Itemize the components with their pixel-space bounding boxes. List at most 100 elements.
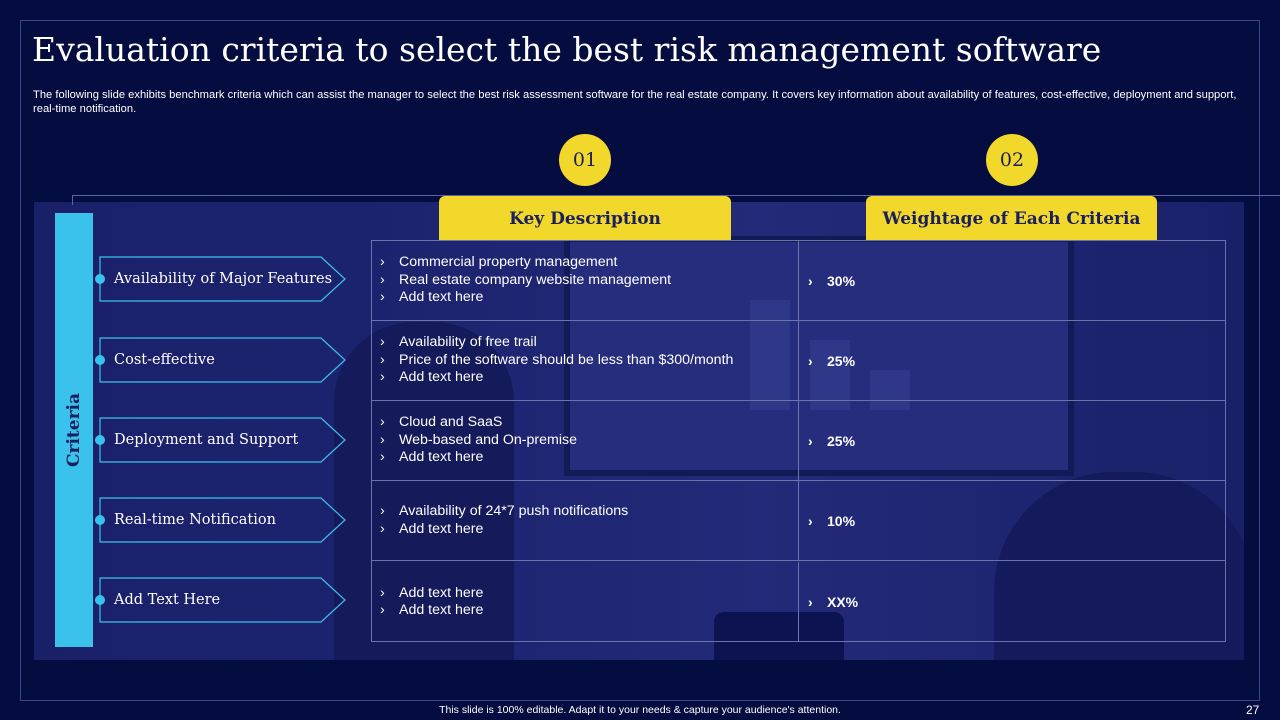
chevron-right-icon: › <box>380 584 385 601</box>
description-item: › Add text here <box>380 289 798 307</box>
weightage-cell: › 25% <box>808 401 855 480</box>
criterion-item: Deployment and Support <box>95 417 347 463</box>
weightage-value: 25% <box>827 432 856 449</box>
description-item: › Add text here <box>380 521 798 539</box>
description-cell: › Cloud and SaaS › Web-based and On-premise… <box>372 401 799 480</box>
column-header-weightage: Weightage of Each Criteria <box>866 196 1157 241</box>
description-text: Commercial property management <box>399 254 618 271</box>
bullet-dot-icon <box>95 595 105 605</box>
description-text: Real estate company website management <box>399 271 672 288</box>
description-text: Price of the software should be less tha… <box>399 351 734 368</box>
description-text: Add text here <box>399 584 484 601</box>
description-text: Add text here <box>399 449 484 466</box>
bullet-dot-icon <box>95 435 105 445</box>
chevron-right-icon: › <box>808 594 813 610</box>
header-divider-tick <box>72 195 73 205</box>
description-item: › Add text here <box>380 602 798 620</box>
background-photo <box>34 202 1244 660</box>
slide-frame <box>20 20 1260 701</box>
table-row: › Commercial property management › Real est… <box>372 241 1225 321</box>
description-cell: › Commercial property management › Real est… <box>372 241 799 320</box>
description-item: › Cloud and SaaS <box>380 414 798 432</box>
criterion-item: Real-time Notification <box>95 497 347 543</box>
audience-silhouette <box>994 472 1244 660</box>
criterion-item: Add Text Here <box>95 577 347 623</box>
chevron-right-icon: › <box>808 512 813 529</box>
presenter-silhouette <box>334 322 514 660</box>
description-item: › Web-based and On-premise <box>380 432 798 450</box>
bullet-dot-icon <box>95 355 105 365</box>
description-item: › Commercial property management <box>380 254 798 272</box>
weightage-cell: › 25% <box>808 321 855 400</box>
description-item: › Add text here <box>380 585 798 603</box>
chevron-right-icon: › <box>380 369 385 386</box>
table-row: › Cloud and SaaS › Web-based and On-premise… <box>372 401 1225 481</box>
weightage-value: 30% <box>827 272 856 289</box>
criterion-label: Add Text Here <box>114 592 221 608</box>
column-number-badge: 01 <box>559 134 611 186</box>
arrow-box-shape <box>99 417 346 463</box>
description-text: Add text here <box>399 289 484 306</box>
chevron-right-icon: › <box>808 272 813 289</box>
description-cell: › Availability of free trail › Price of the… <box>372 321 799 400</box>
description-text: Web-based and On-premise <box>399 431 577 448</box>
chevron-right-icon: › <box>380 289 385 306</box>
description-item: › Price of the software should be less th… <box>380 352 798 370</box>
chevron-right-icon: › <box>380 449 385 466</box>
criteria-vertical-bar: Criteria <box>55 213 93 647</box>
page-number: 27 <box>1246 703 1260 717</box>
bullet-dot-icon <box>95 274 105 284</box>
chevron-right-icon: › <box>380 431 385 448</box>
chair-silhouette <box>714 612 844 660</box>
weightage-cell: › 10% <box>808 481 855 560</box>
footer-note: This slide is 100% editable. Adapt it to… <box>439 704 841 716</box>
weightage-value: 10% <box>827 512 856 529</box>
description-item: › Add text here <box>380 449 798 467</box>
arrow-box-shape <box>99 577 346 623</box>
description-cell: › Availability of 24*7 push notifications… <box>372 481 799 560</box>
slide-subtitle: The following slide exhibits benchmark c… <box>33 89 1237 115</box>
chevron-right-icon: › <box>380 414 385 431</box>
chevron-right-icon: › <box>380 334 385 351</box>
arrow-box-shape <box>99 337 346 383</box>
criterion-label: Deployment and Support <box>114 432 299 448</box>
description-text: Availability of free trail <box>399 334 537 351</box>
criterion-label: Availability of Major Features <box>114 271 333 287</box>
chevron-right-icon: › <box>380 351 385 368</box>
column-header-key-description: Key Description <box>439 196 731 241</box>
criterion-label: Real-time Notification <box>114 512 276 528</box>
slide-title: Evaluation criteria to select the best r… <box>32 30 1102 69</box>
criteria-label: Criteria <box>64 392 85 468</box>
chevron-right-icon: › <box>380 254 385 271</box>
criterion-label: Cost-effective <box>114 352 215 368</box>
description-text: Add text here <box>399 602 484 618</box>
table-row: › Availability of 24*7 push notifications… <box>372 481 1225 561</box>
presentation-screen-shape <box>564 236 1074 476</box>
weightage-cell: › 30% <box>808 241 855 320</box>
description-text: Availability of 24*7 push notifications <box>399 503 629 519</box>
description-item: › Real estate company website management <box>380 272 798 290</box>
chevron-right-icon: › <box>380 602 385 618</box>
description-cell: › Add text here › Add text here <box>372 562 799 642</box>
chevron-right-icon: › <box>808 432 813 449</box>
arrow-box-shape <box>99 256 346 302</box>
description-item: › Availability of 24*7 push notifications <box>380 503 798 521</box>
description-text: Add text here <box>399 369 484 386</box>
column-number-badge: 02 <box>986 134 1038 186</box>
table-row: › Availability of free trail › Price of the… <box>372 321 1225 401</box>
header-divider-line <box>72 195 1280 196</box>
description-text: Cloud and SaaS <box>399 414 503 431</box>
criteria-table: › Commercial property management › Real est… <box>371 240 1226 642</box>
description-item: › Availability of free trail <box>380 334 798 352</box>
weightage-value: XX% <box>827 594 859 610</box>
weightage-value: 25% <box>827 352 856 369</box>
chevron-right-icon: › <box>380 503 385 519</box>
table-row: › Add text here › Add text here › XX% <box>372 562 1225 642</box>
criterion-item: Availability of Major Features <box>95 256 347 302</box>
description-text: Add text here <box>399 520 484 537</box>
criterion-item: Cost-effective <box>95 337 347 383</box>
chevron-right-icon: › <box>808 352 813 369</box>
chevron-right-icon: › <box>380 271 385 288</box>
description-item: › Add text here <box>380 369 798 387</box>
bullet-dot-icon <box>95 515 105 525</box>
